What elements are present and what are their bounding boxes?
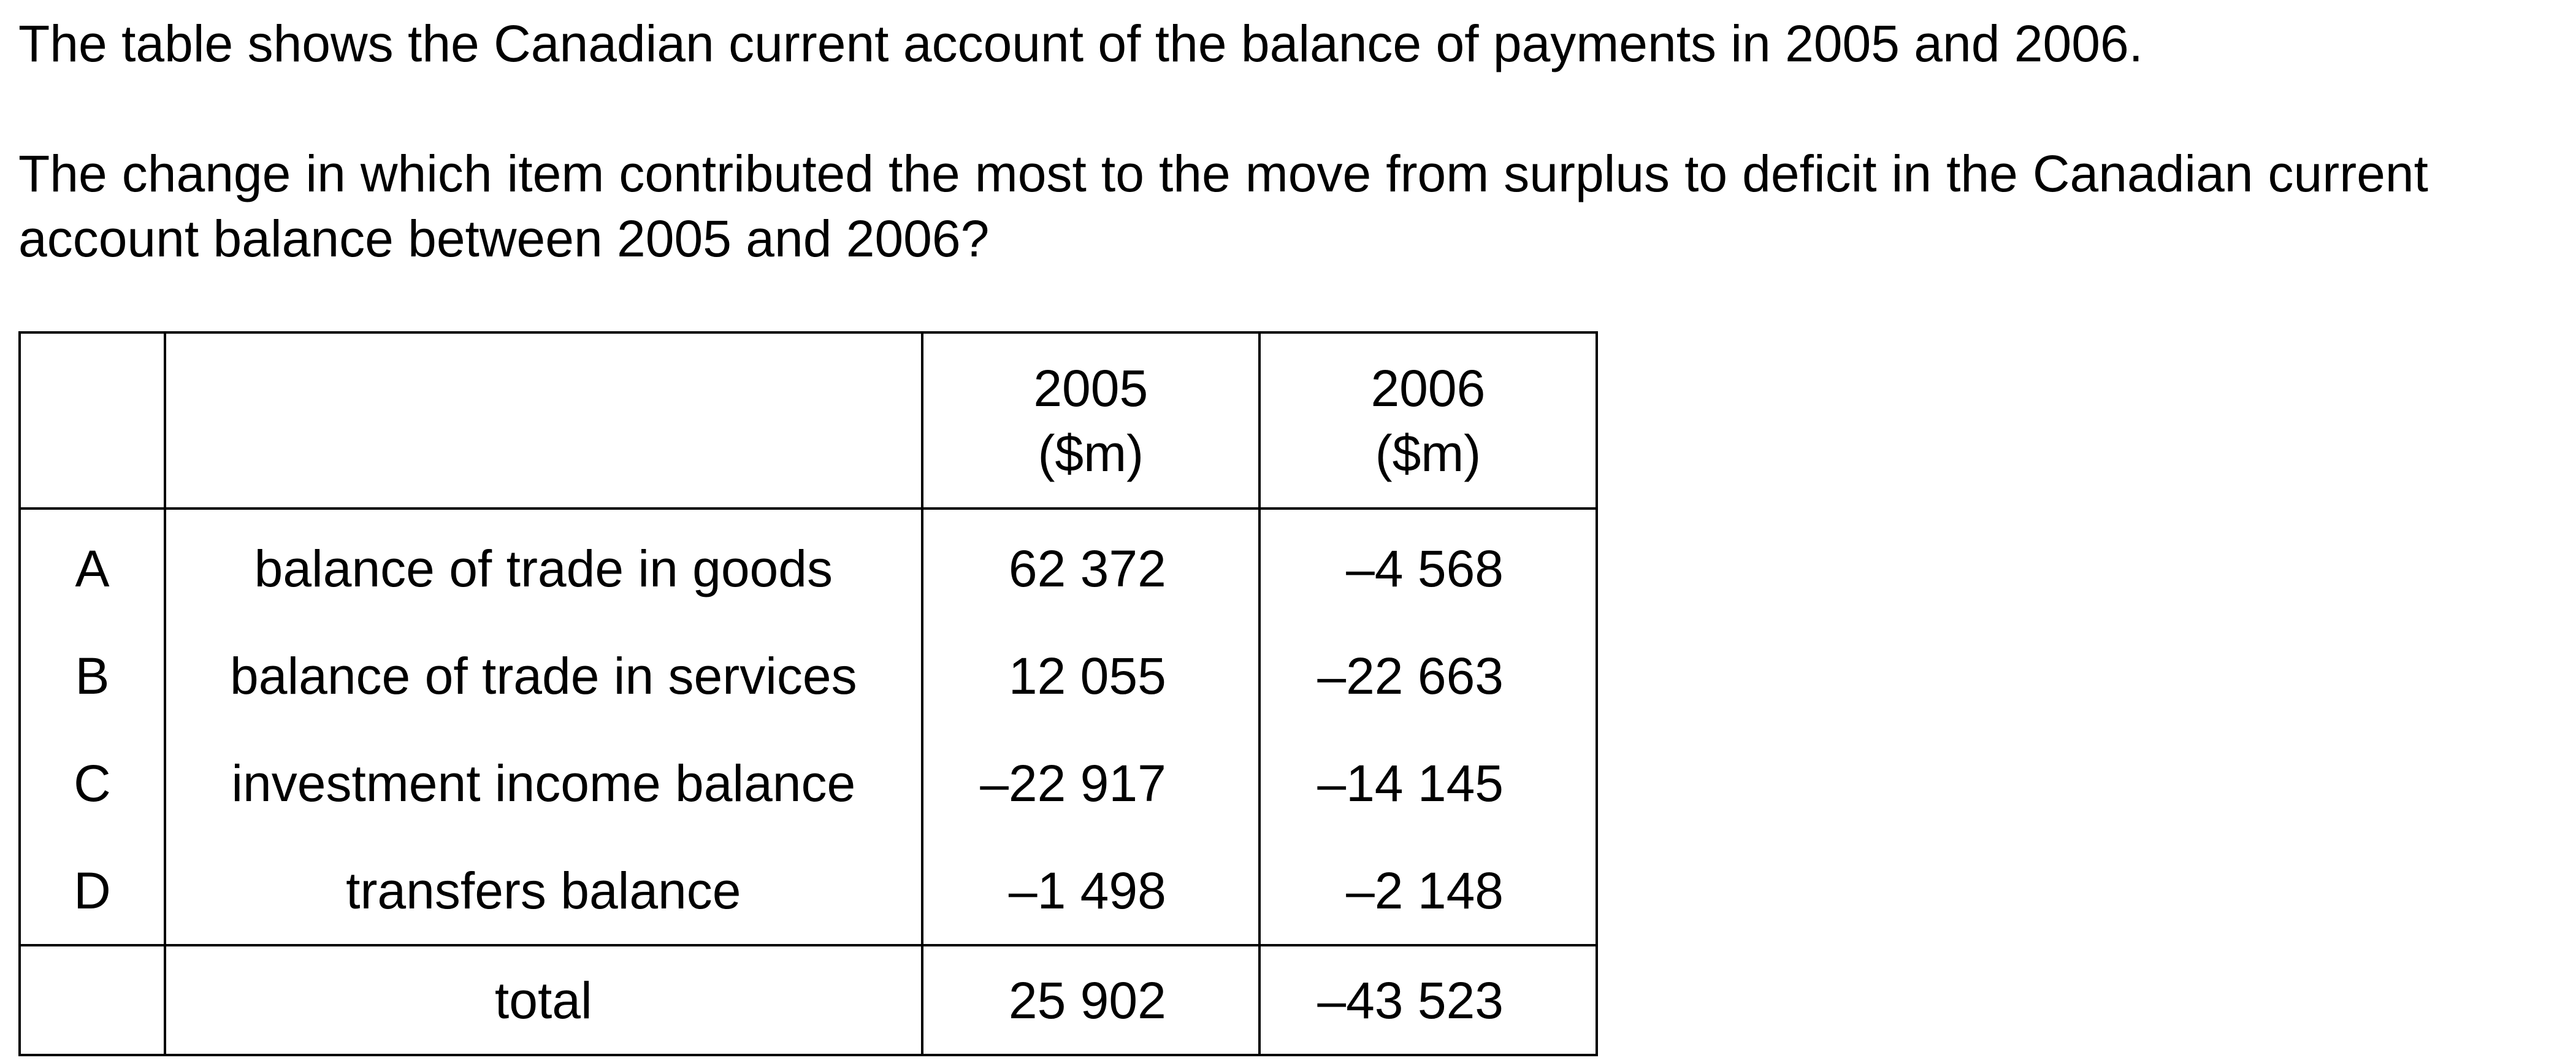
total-value-2005: 25 902 — [920, 945, 1261, 1056]
row-letter: D — [18, 837, 166, 946]
header-year-2005: 2005 — [1033, 359, 1148, 417]
balance-of-payments-table: 2005 ($m) 2006 ($m) A balance of trade i… — [18, 331, 1599, 1056]
question-intro: The table shows the Canadian current acc… — [18, 15, 2143, 72]
header-2005-cell: 2005 ($m) — [920, 331, 1261, 510]
row-value-2006: –2 148 — [1258, 837, 1599, 946]
table-row: C investment income balance –22 917 –14 … — [18, 729, 1599, 837]
table-row: D transfers balance –1 498 –2 148 — [18, 837, 1599, 946]
row-item: balance of trade in services — [163, 622, 923, 729]
header-unit-2006: ($m) — [1375, 424, 1481, 482]
row-value-2005: 12 055 — [920, 622, 1261, 729]
row-value-2005: 62 372 — [920, 508, 1261, 622]
row-value-2006: –14 145 — [1258, 729, 1599, 837]
header-unit-2005: ($m) — [1038, 424, 1144, 482]
row-item: balance of trade in goods — [163, 508, 923, 622]
total-value-2006: –43 523 — [1258, 945, 1599, 1056]
total-row: total 25 902 –43 523 — [18, 945, 1599, 1056]
question-prompt: The change in which item contributed the… — [18, 145, 2428, 267]
header-item-cell — [163, 331, 923, 510]
row-letter: B — [18, 622, 166, 729]
row-value-2006: –4 568 — [1258, 508, 1599, 622]
total-label: total — [163, 945, 923, 1056]
row-item: investment income balance — [163, 729, 923, 837]
header-letter-cell — [18, 331, 166, 510]
total-letter-cell — [18, 945, 166, 1056]
row-item: transfers balance — [163, 837, 923, 946]
header-year-2006: 2006 — [1370, 359, 1486, 417]
header-2006-cell: 2006 ($m) — [1258, 331, 1599, 510]
table-row: A balance of trade in goods 62 372 –4 56… — [18, 508, 1599, 622]
row-value-2005: –1 498 — [920, 837, 1261, 946]
question-block: The table shows the Canadian current acc… — [18, 11, 2428, 271]
table-header-row: 2005 ($m) 2006 ($m) — [18, 331, 1599, 510]
row-letter: C — [18, 729, 166, 837]
row-letter: A — [18, 508, 166, 622]
row-value-2005: –22 917 — [920, 729, 1261, 837]
table-row: B balance of trade in services 12 055 –2… — [18, 622, 1599, 729]
row-value-2006: –22 663 — [1258, 622, 1599, 729]
